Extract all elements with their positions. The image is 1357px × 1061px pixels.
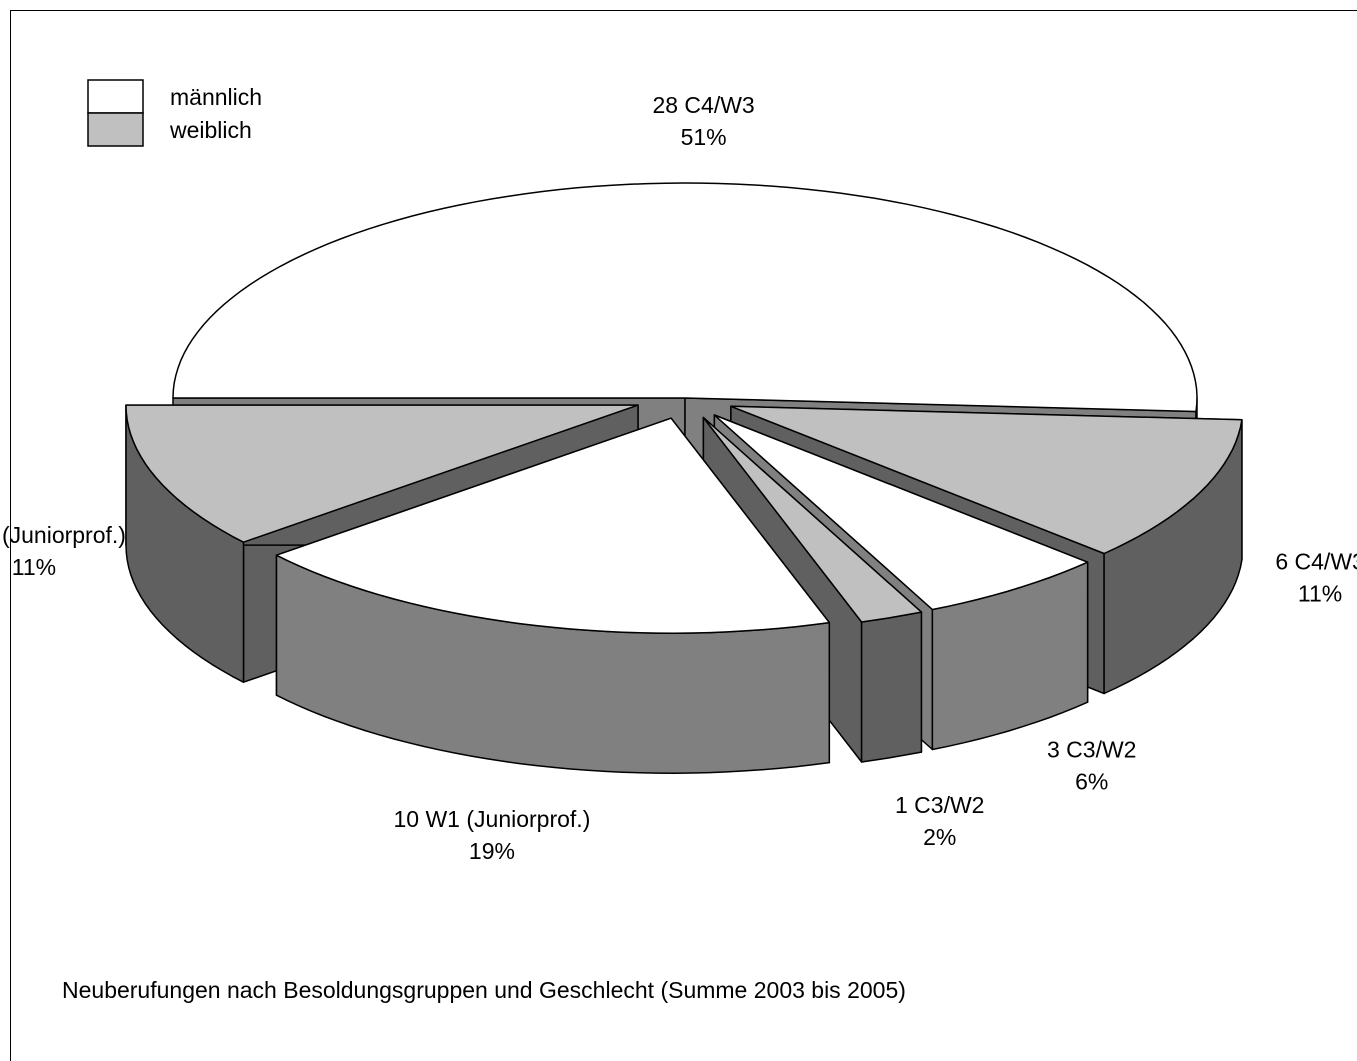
slice-value: 19%	[469, 838, 515, 864]
slice-category: 1 C3/W2	[895, 792, 984, 818]
slice-value: 51%	[681, 124, 727, 150]
legend-label: männlich	[170, 84, 262, 110]
slice	[730, 405, 1243, 555]
slice-category: 6 C4/W3	[1275, 548, 1357, 574]
legend-label: weiblich	[169, 117, 252, 143]
slice-value: 2%	[923, 824, 956, 850]
slice-label: 6 C4/W3 11%	[1275, 548, 1357, 606]
slice-value: 6%	[1075, 769, 1108, 795]
slice-category: 6 W1 (Juniorprof.)	[0, 522, 126, 548]
slice-label: 3 C3/W2 6%	[1047, 737, 1136, 795]
legend-swatch	[87, 79, 144, 114]
chart-title: Neuberufungen nach Besoldungsgruppen und…	[62, 977, 906, 1003]
slice-value: 11%	[12, 554, 56, 580]
slice-category: 10 W1 (Juniorprof.)	[394, 806, 591, 832]
slice-value: 11%	[1298, 580, 1342, 606]
slice-category: 3 C3/W2	[1047, 737, 1136, 763]
slice	[275, 417, 831, 634]
slice-label: 10 W1 (Juniorprof.) 19%	[394, 806, 591, 864]
slice-label: 28 C4/W3 51%	[652, 92, 754, 150]
slice	[702, 416, 923, 623]
slice-label: 1 C3/W2 2%	[895, 792, 984, 850]
slice	[125, 404, 639, 543]
slice-wall	[860, 611, 923, 763]
frame	[10, 10, 1357, 1061]
slice-category: 28 C4/W3	[652, 92, 754, 118]
slice-label: 6 W1 (Juniorprof.) 11%	[0, 522, 126, 580]
slice	[713, 414, 1089, 611]
slice	[172, 182, 1198, 413]
legend-swatch	[87, 112, 144, 147]
